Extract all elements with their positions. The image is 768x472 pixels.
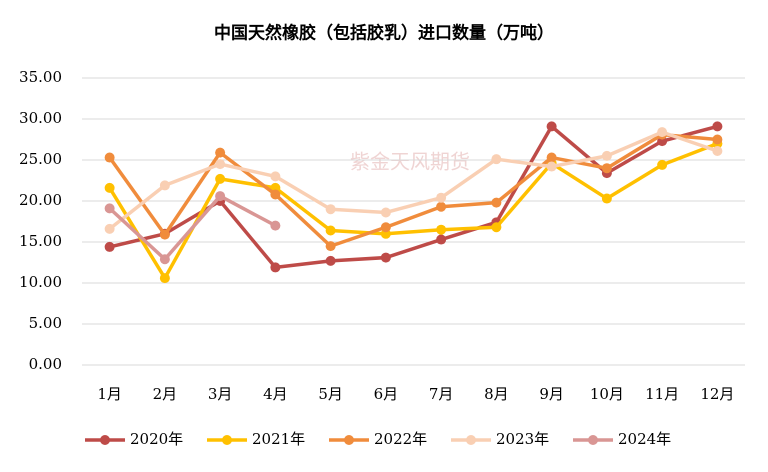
point <box>380 207 391 218</box>
x-tick-label: 6月 <box>374 385 399 403</box>
y-tick-label: 10.00 <box>19 273 62 291</box>
point <box>270 262 281 273</box>
point <box>380 222 391 233</box>
point <box>104 223 115 234</box>
point <box>712 145 723 156</box>
legend-marker <box>588 435 598 445</box>
point <box>601 150 612 161</box>
legend-label: 2020年 <box>130 430 183 448</box>
point <box>546 121 557 132</box>
point <box>270 220 281 231</box>
point <box>436 201 447 212</box>
point <box>270 189 281 200</box>
point <box>215 191 226 202</box>
x-tick-label: 1月 <box>97 385 122 403</box>
point <box>215 159 226 170</box>
legend-marker <box>222 435 232 445</box>
point <box>159 273 170 284</box>
point <box>601 163 612 174</box>
y-tick-label: 35.00 <box>19 68 62 86</box>
point <box>436 234 447 245</box>
point <box>546 161 557 172</box>
point <box>436 224 447 235</box>
point <box>104 203 115 214</box>
point <box>436 192 447 203</box>
legend-marker <box>100 435 110 445</box>
point <box>657 127 668 138</box>
chart-title: 中国天然橡胶（包括胶乳）进口数量（万吨） <box>214 23 554 44</box>
point <box>159 180 170 191</box>
point <box>104 182 115 193</box>
point <box>270 171 281 182</box>
series-line <box>108 194 277 261</box>
point <box>491 197 502 208</box>
y-tick-label: 5.00 <box>29 314 62 332</box>
x-tick-label: 12月 <box>700 385 734 403</box>
x-tick-label: 11月 <box>645 385 679 403</box>
point <box>491 222 502 233</box>
x-tick-label: 9月 <box>539 385 564 403</box>
series-line <box>108 141 719 280</box>
legend-marker <box>466 435 476 445</box>
point <box>159 229 170 240</box>
y-tick-label: 25.00 <box>19 150 62 168</box>
point <box>712 134 723 145</box>
point <box>215 173 226 184</box>
y-tick-label: 0.00 <box>29 355 62 373</box>
point <box>657 159 668 170</box>
x-tick-label: 5月 <box>318 385 343 403</box>
point <box>601 193 612 204</box>
legend-label: 2023年 <box>496 430 549 448</box>
x-tick-label: 3月 <box>208 385 233 403</box>
x-tick-label: 7月 <box>429 385 454 403</box>
y-tick-label: 15.00 <box>19 232 62 250</box>
point <box>380 252 391 263</box>
point <box>159 254 170 265</box>
x-tick-label: 4月 <box>263 385 288 403</box>
y-tick-label: 20.00 <box>19 191 62 209</box>
legend-marker <box>344 435 354 445</box>
legend-label: 2021年 <box>252 430 305 448</box>
point <box>325 255 336 266</box>
point <box>491 154 502 165</box>
point <box>325 241 336 252</box>
legend-label: 2024年 <box>618 430 671 448</box>
point <box>325 204 336 215</box>
series-line <box>108 130 718 231</box>
watermark: 紫金天风期货 <box>350 150 470 174</box>
point <box>712 121 723 132</box>
point <box>215 147 226 158</box>
legend-label: 2022年 <box>374 430 427 448</box>
x-tick-label: 10月 <box>590 385 624 403</box>
x-tick-label: 2月 <box>153 385 178 403</box>
point <box>325 225 336 236</box>
point <box>104 241 115 252</box>
y-tick-label: 30.00 <box>19 109 62 127</box>
point <box>104 152 115 163</box>
point <box>546 152 557 163</box>
x-tick-label: 8月 <box>484 385 509 403</box>
